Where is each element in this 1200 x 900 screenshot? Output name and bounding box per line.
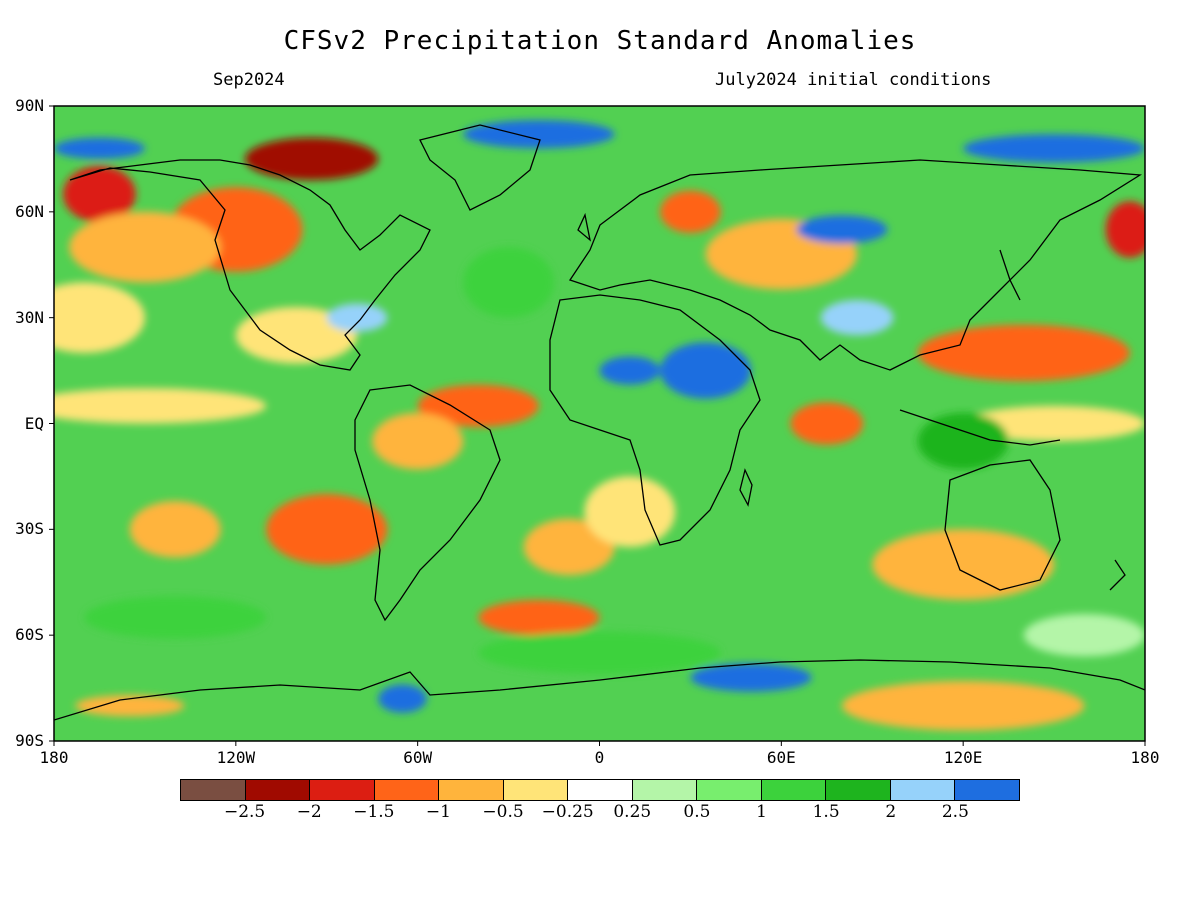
colorbar-tick-label: 2.5: [941, 802, 969, 822]
anomaly-region: [417, 384, 539, 428]
anomaly-region: [660, 190, 721, 233]
coastline-south-america: [354, 384, 501, 622]
axis-ticks: [49, 105, 1146, 746]
anomaly-region: [790, 402, 864, 445]
colorbar-swatch: [632, 780, 698, 800]
lon-label: 180: [39, 748, 69, 767]
coastline-maritime-continent: [899, 409, 1061, 446]
colorbar-tick-label: −0.5: [482, 802, 524, 822]
anomaly-region: [235, 307, 358, 364]
forecast-month: Sep2024: [213, 70, 285, 90]
colorbar-swatch: [826, 780, 891, 800]
colorbar-swatch: [503, 780, 569, 800]
anomaly-region: [84, 596, 267, 639]
anomaly-region: [129, 501, 221, 558]
colorbar-swatch: [568, 780, 633, 800]
anomaly-region: [599, 356, 661, 385]
anomaly-region: [917, 412, 1009, 470]
lat-label: 60N: [15, 201, 44, 221]
colorbar-swatch: [310, 780, 375, 800]
colorbar-swatch: [181, 780, 246, 800]
coastline-north-america: [69, 159, 431, 371]
anomaly-region: [478, 631, 721, 674]
anomaly-region: [820, 300, 894, 336]
coastline-new-zealand: [1109, 559, 1126, 591]
colorbar-tick-label: −1.5: [353, 802, 395, 822]
anomaly-region: [372, 412, 464, 470]
coastline-antarctica: [54, 659, 1145, 721]
anomaly-region: [378, 684, 427, 713]
coastline-africa: [549, 294, 761, 546]
anomaly-region: [796, 215, 888, 244]
colorbar-tick-label: 1.5: [812, 802, 840, 822]
colorbar-tick-label: −2.5: [223, 802, 266, 822]
colorbar: [180, 779, 1020, 801]
coastline-japan: [999, 249, 1021, 301]
anomaly-region: [841, 681, 1085, 731]
anomaly-region: [690, 663, 812, 692]
anomaly-region: [54, 137, 145, 159]
colorbar-tick-label: −0.25: [541, 802, 594, 822]
colorbar-tick-label: −2: [296, 802, 322, 822]
lat-label: 60S: [15, 625, 44, 645]
coastline-eurasia: [568, 159, 1143, 371]
lon-label: 60W: [403, 748, 433, 767]
lat-label: 30S: [15, 519, 44, 539]
lat-label: 90S: [15, 731, 44, 750]
lon-label: 180: [1130, 748, 1160, 767]
anomaly-region: [478, 599, 600, 636]
anomaly-region: [69, 211, 221, 283]
colorbar-tick-label: 2: [885, 802, 897, 822]
anomaly-region: [523, 518, 615, 576]
lat-label: 90N: [15, 96, 44, 115]
anomaly-region: [54, 282, 145, 353]
anomaly-region: [872, 529, 1055, 600]
anomaly-region: [963, 405, 1145, 442]
colorbar-tick-label: 1: [756, 802, 767, 822]
colorbar-swatch: [955, 780, 1019, 800]
anomaly-region: [917, 324, 1130, 382]
lat-label: EQ: [24, 413, 44, 433]
lon-label: 120E: [943, 748, 983, 767]
coastlines: [54, 124, 1145, 721]
anomaly-region: [75, 695, 185, 717]
colorbar-swatch: [245, 780, 311, 800]
anomaly-region: [660, 342, 752, 399]
anomaly-region: [463, 120, 615, 149]
lat-label: 30N: [15, 307, 44, 327]
colorbar-tick-label: −1: [425, 802, 451, 822]
anomaly-region: [326, 303, 388, 332]
anomaly-region: [463, 247, 555, 318]
map-title: CFSv2 Precipitation Standard Anomalies: [283, 26, 917, 56]
anomaly-regions: [54, 120, 1145, 731]
coastline-greenland: [419, 124, 541, 211]
lon-label: 0: [594, 748, 605, 767]
colorbar-tick-label: 0.25: [613, 802, 652, 822]
initial-conditions: July2024 initial conditions: [715, 70, 992, 90]
colorbar-swatch: [439, 780, 504, 800]
colorbar-swatch: [761, 780, 827, 800]
anomaly-region: [54, 388, 267, 424]
colorbar-tick-label: 0.5: [683, 802, 711, 822]
coastline-australia: [944, 459, 1061, 591]
colorbar-swatch: [374, 780, 440, 800]
anomaly-region: [584, 476, 676, 547]
anomaly-region: [63, 165, 136, 223]
anomaly-region: [244, 137, 379, 181]
coastline-madagascar: [739, 468, 753, 507]
anomaly-region: [1105, 201, 1145, 258]
coastline-uk: [577, 212, 591, 242]
colorbar-swatch: [697, 780, 762, 800]
anomaly-region: [266, 494, 388, 565]
colorbar-swatch: [890, 780, 956, 800]
lon-label: 120W: [216, 748, 256, 767]
anomaly-region: [1023, 614, 1145, 657]
anomaly-region: [963, 134, 1145, 163]
lon-label: 60E: [766, 748, 796, 767]
